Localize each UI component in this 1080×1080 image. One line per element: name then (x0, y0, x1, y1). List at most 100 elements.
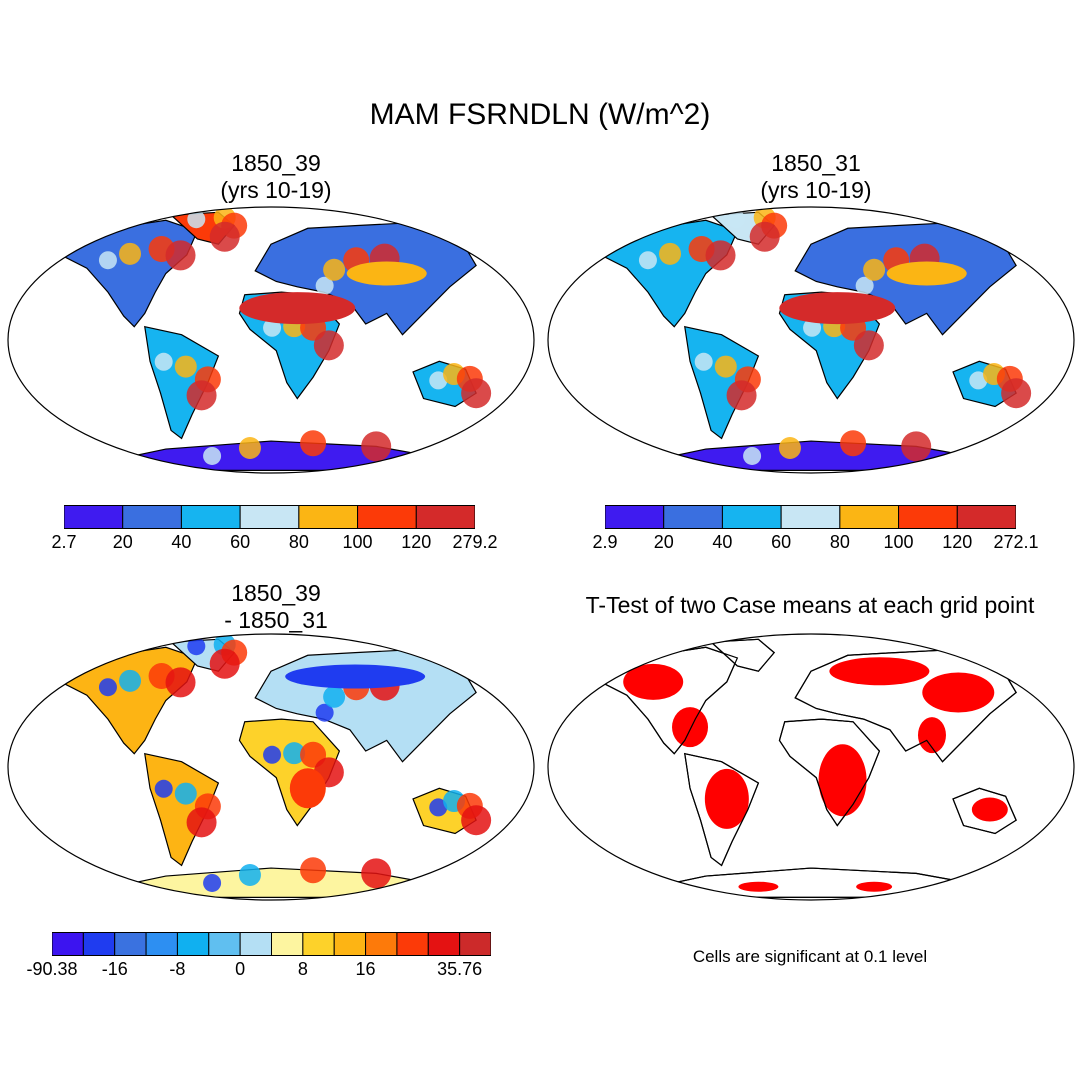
panel-1850-39-south-america-patch-1 (174, 355, 197, 378)
panel-3-title: 1850_39 - 1850_31 (126, 580, 426, 634)
panel-difference-greenland-patch-3 (209, 648, 240, 679)
panel-1850-39-greenland-patch-3 (209, 221, 240, 252)
colorbar-1850-31-swatch-4 (839, 505, 900, 529)
panel-1850-31-eurasia-patch-1 (863, 258, 886, 281)
panel-difference-australia-patch-3 (461, 805, 492, 836)
colorbar-1850-39-swatch-3 (239, 505, 300, 529)
panel-ttest-significant-cells-0 (623, 663, 684, 700)
panel-1850-31-greenland-patch-3 (749, 221, 780, 252)
colorbar-1850-31-tick-label: 120 (942, 532, 973, 552)
colorbar-difference-swatch-8 (302, 932, 335, 956)
colorbar-panel-1850-39: 2.7 20 40 60 80 100 120 279.2 (51, 505, 498, 552)
colorbar-difference-swatch-0 (52, 932, 84, 956)
panel-ttest-significant-cells-8 (738, 881, 779, 892)
panel-ttest-significant-cells-7 (971, 797, 1008, 822)
map-panel-1850-31 (547, 206, 1075, 474)
panel-ttest-significant-cells-2 (704, 768, 749, 829)
panel-difference-land-layer (54, 634, 492, 898)
colorbar-difference-swatch-4 (176, 932, 210, 956)
map-panel-1850-39 (7, 206, 535, 474)
panel-ttest-significant-cells-1 (672, 707, 709, 748)
colorbar-difference-swatch-1 (82, 932, 116, 956)
panel-ttest-significant-cells-9 (856, 881, 893, 892)
colorbar-panel-difference: -90.38 -16 -8 0 8 16 35.76 (26, 932, 491, 979)
panel-1850-39-north-america-patch-0 (98, 251, 117, 270)
panel-1850-39-antarctica-patch-0 (203, 446, 222, 465)
colorbar-difference-swatches (52, 932, 491, 956)
colorbar-1850-39-swatch-0 (64, 505, 124, 529)
colorbar-1850-31-tick-label: 272.1 (993, 532, 1039, 552)
panel-ttest-north-america (594, 646, 739, 755)
panel-difference-south-america-patch-3 (186, 807, 217, 838)
colorbar-difference-swatch-6 (239, 932, 272, 956)
panel-difference-south-america-patch-1 (174, 782, 197, 805)
panel-difference-australia-patch-0 (429, 798, 448, 817)
panel-4-title: T-Test of two Case means at each grid po… (585, 592, 1035, 618)
panel-1850-39-greenland-patch-0 (187, 210, 206, 229)
panel-ttest-significant-cells-6 (917, 717, 946, 754)
colorbar-difference-tick-label: -16 (101, 959, 128, 979)
panel-1850-31-australia-patch-3 (1001, 378, 1032, 409)
colorbar-1850-31-tick-label: 80 (829, 532, 850, 552)
panel-ttest-significant-cells-5 (922, 672, 995, 713)
colorbar-difference-tick-label: 8 (297, 959, 308, 979)
panel-difference-antarctica-patch-3 (361, 858, 392, 889)
panel-1850-31-north-america-patch-1 (659, 242, 682, 265)
colorbar-difference-swatch-7 (271, 932, 304, 956)
panel-1850-31-antarctica-patch-3 (901, 431, 932, 462)
colorbar-difference-swatch-9 (333, 932, 367, 956)
colorbar-difference-swatch-10 (365, 932, 398, 956)
colorbar-1850-39-swatches (64, 505, 475, 529)
panel-1850-31-north-america (594, 219, 739, 328)
panel-1850-39-north-america-patch-1 (119, 242, 142, 265)
panel-1850-31-sahara-hotspot (779, 292, 896, 325)
colorbar-1850-31-swatch-5 (898, 505, 958, 529)
colorbar-1850-39-tick-label: 20 (112, 532, 133, 552)
colorbar-difference-swatch-2 (114, 932, 147, 956)
panel-1850-39-south-america-patch-3 (186, 380, 217, 411)
colorbar-1850-31-tick-label: 20 (653, 532, 674, 552)
colorbar-difference-tick-label: 35.76 (437, 959, 483, 979)
map-panel-difference (7, 633, 535, 901)
panel-1850-31-africa-patch-0 (803, 318, 822, 337)
panel-difference-africa-patch-0 (263, 745, 282, 764)
panel-difference-south-america-patch-0 (154, 779, 173, 798)
panel-1850-31-africa-patch-3 (853, 330, 884, 361)
panel-1850-39-frame (7, 206, 535, 474)
panel-ttest-antarctica (641, 867, 992, 898)
panel-difference-north-america (54, 646, 199, 755)
panel-1850-31-north-america-patch-0 (638, 251, 657, 270)
colorbar-1850-39-swatch-4 (298, 505, 359, 529)
panel-ttest-eurasia-outline (794, 649, 1017, 763)
colorbar-1850-31-tick-label: 100 (883, 532, 914, 552)
panel-1850-39-sahara-hotspot (239, 292, 356, 325)
colorbar-1850-31-swatches (605, 505, 1016, 529)
colorbar-1850-39-swatch-6 (415, 505, 475, 529)
panel-1850-39-australia-patch-3 (461, 378, 492, 409)
panel-1850-31-frame (547, 206, 1075, 474)
colorbar-1850-31-swatch-3 (780, 505, 841, 529)
panel-difference-eurasia-patch-1 (323, 685, 346, 708)
panel-1850-31-south-america-patch-1 (714, 355, 737, 378)
colorbar-difference-tick-label: 0 (235, 959, 246, 979)
panel-difference-antarctica-patch-0 (203, 873, 222, 892)
panel-1850-31-greenland-patch-0 (727, 210, 746, 229)
colorbar-1850-39-tick-label: 100 (342, 532, 373, 552)
panel-ttest-south-america-outline (684, 752, 760, 867)
panel-1850-31-north-america-patch-3 (705, 240, 736, 271)
panel-2-title-line2: (yrs 10-19) (760, 177, 872, 203)
panel-1850-31-asia-band (886, 261, 967, 286)
map-panel-ttest (547, 633, 1075, 901)
panel-1850-31-antarctica (641, 440, 992, 471)
colorbar-difference-swatch-13 (459, 932, 491, 956)
colorbar-1850-39-swatch-2 (180, 505, 241, 529)
panel-1850-39-africa-patch-3 (313, 330, 344, 361)
panel-2-title-line1: 1850_31 (771, 150, 861, 176)
panel-1850-39-asia-band (346, 261, 427, 286)
colorbar-1850-31-swatch-6 (956, 505, 1016, 529)
panel-1850-39-antarctica-patch-3 (361, 431, 392, 462)
colorbar-1850-31-tick-label: 40 (712, 532, 733, 552)
panel-1-title: 1850_39 (yrs 10-19) (126, 150, 426, 204)
panel-ttest-significant-cells-3 (818, 744, 867, 817)
panel-1850-39-north-america-patch-3 (165, 240, 196, 271)
